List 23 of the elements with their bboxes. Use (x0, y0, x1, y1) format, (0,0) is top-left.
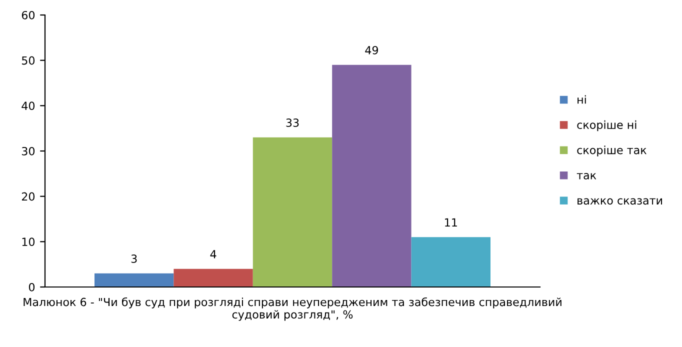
y-tick-label: 0 (28, 282, 35, 292)
data-label: 3 (131, 254, 137, 263)
y-tick-label: 50 (22, 56, 35, 65)
data-label: 4 (210, 250, 216, 258)
y-tick-label: 20 (22, 192, 35, 201)
bar (94, 273, 174, 287)
legend-label: скоріше ні (577, 120, 636, 132)
bar (252, 137, 332, 287)
x-axis-title: Малюнок 6 - "Чи був суд при розгляді справи неупередженим та забезпечив справедливий судовий розгляд", % (24, 297, 562, 321)
legend-label: важко сказати (578, 198, 662, 205)
legend-label: скоріше так (577, 146, 646, 156)
data-label: 49 (365, 46, 378, 54)
y-tick-label: 30 (22, 146, 35, 156)
y-tick-label: 10 (22, 238, 35, 246)
legend-label: ні (578, 95, 586, 104)
y-tick-label: 40 (22, 102, 35, 110)
bar (332, 64, 412, 287)
data-label: 11 (445, 218, 457, 226)
data-label: 33 (286, 118, 299, 127)
bar (174, 268, 253, 287)
bar (411, 237, 490, 287)
y-tick-label: 60 (22, 10, 35, 20)
legend-label: так (576, 173, 596, 180)
